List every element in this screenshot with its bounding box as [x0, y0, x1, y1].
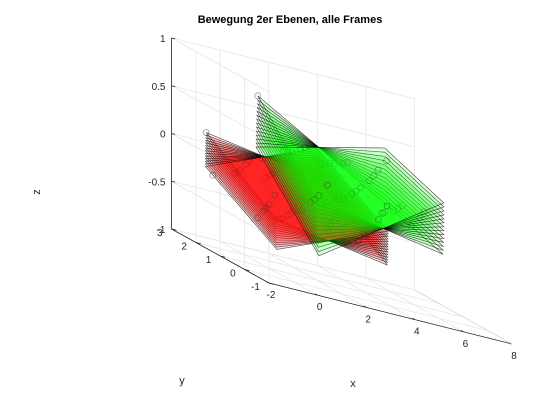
grid-line — [172, 38, 415, 99]
z-tick-mark — [172, 134, 176, 135]
z-tick-mark — [172, 86, 176, 87]
z-tick-mark — [172, 38, 176, 39]
z-tick-label: -0.5 — [148, 177, 166, 188]
x-tick-label: 0 — [317, 302, 323, 313]
y-axis-label: y — [179, 375, 185, 387]
z-tick-label: 0.5 — [152, 82, 166, 93]
x-tick-label: 6 — [463, 339, 469, 350]
z-tick-label: 1 — [160, 34, 166, 45]
z-tick-mark — [172, 229, 176, 230]
x-tick-label: 8 — [511, 351, 517, 362]
x-tick-label: -2 — [267, 290, 276, 301]
z-tick-mark — [172, 181, 176, 182]
z-tick-label: -1 — [157, 225, 166, 236]
planes-layer — [203, 93, 444, 265]
y-tick-mark — [269, 283, 274, 284]
z-axis-label: z — [31, 189, 43, 195]
y-tick-label: 1 — [206, 255, 212, 266]
x-tick-label: 2 — [365, 314, 371, 325]
z-tick-label: 0 — [160, 130, 166, 141]
y-tick-label: 0 — [230, 269, 236, 280]
y-tick-label: 2 — [181, 242, 187, 253]
x-tick-label: 4 — [414, 327, 420, 338]
x-axis-label: x — [350, 378, 356, 390]
x-axis-line — [269, 283, 512, 344]
y-tick-label: -1 — [251, 282, 260, 293]
box-edge — [415, 290, 513, 344]
chart-title: Bewegung 2er Ebenen, alle Frames — [198, 14, 383, 26]
